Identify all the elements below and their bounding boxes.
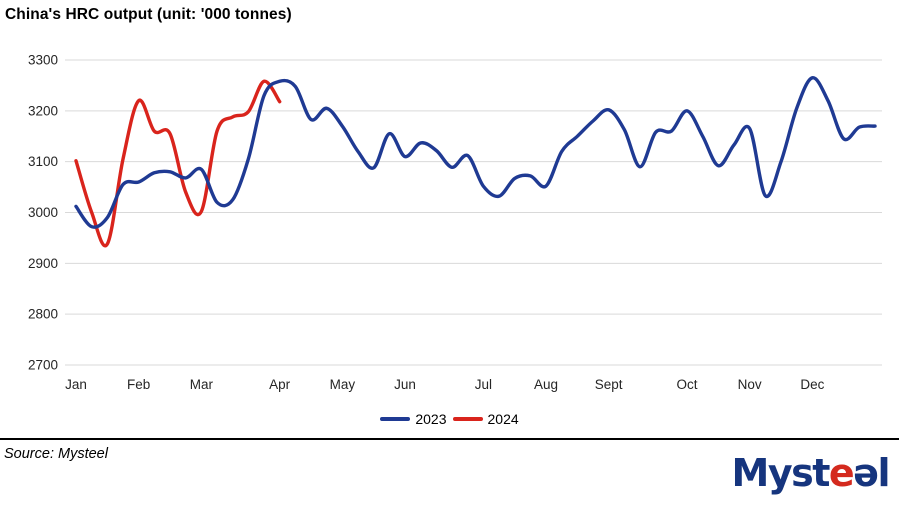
legend-label-2023: 2023 [415, 411, 447, 427]
mysteel-logo: Myst e əl [731, 450, 891, 496]
footer-divider [0, 438, 899, 440]
y-tick-2900: 2900 [28, 256, 58, 271]
y-tick-3300: 3300 [28, 53, 58, 68]
chart-legend: 2023 2024 [0, 408, 899, 430]
x-tick-mar: Mar [190, 377, 214, 392]
x-tick-dec: Dec [800, 377, 824, 392]
logo-text-red: e [828, 451, 855, 495]
series-2024-line [74, 79, 282, 248]
y-tick-2800: 2800 [28, 307, 58, 322]
source-note: Source: Mysteel [4, 446, 108, 462]
x-tick-jul: Jul [475, 377, 492, 392]
y-tick-3000: 3000 [28, 205, 58, 220]
y-tick-3200: 3200 [28, 103, 58, 118]
x-tick-jun: Jun [394, 377, 416, 392]
line-chart: 3300 3200 3100 3000 2900 2800 2700 Jan Feb Mar Apr… [28, 53, 882, 392]
legend-item-2023: 2023 [380, 411, 447, 427]
x-tick-oct: Oct [677, 377, 698, 392]
legend-swatch-2024 [452, 417, 483, 421]
legend-item-2024: 2024 [452, 411, 519, 427]
logo-text-blue-1: Myst [731, 451, 831, 495]
x-tick-may: May [330, 377, 356, 392]
y-tick-3100: 3100 [28, 154, 58, 169]
x-tick-feb: Feb [127, 377, 150, 392]
x-tick-sept: Sept [595, 377, 623, 392]
legend-swatch-2023 [380, 417, 411, 421]
x-tick-apr: Apr [269, 377, 291, 392]
x-tick-nov: Nov [738, 377, 762, 392]
legend-label-2024: 2024 [487, 411, 519, 427]
logo-text-blue-2: əl [853, 451, 890, 495]
y-tick-2700: 2700 [28, 358, 58, 373]
x-tick-jan: Jan [65, 377, 87, 392]
chart-title: China's HRC output (unit: '000 tonnes) [5, 6, 292, 23]
series-2023-line [74, 76, 877, 229]
x-tick-aug: Aug [534, 377, 558, 392]
